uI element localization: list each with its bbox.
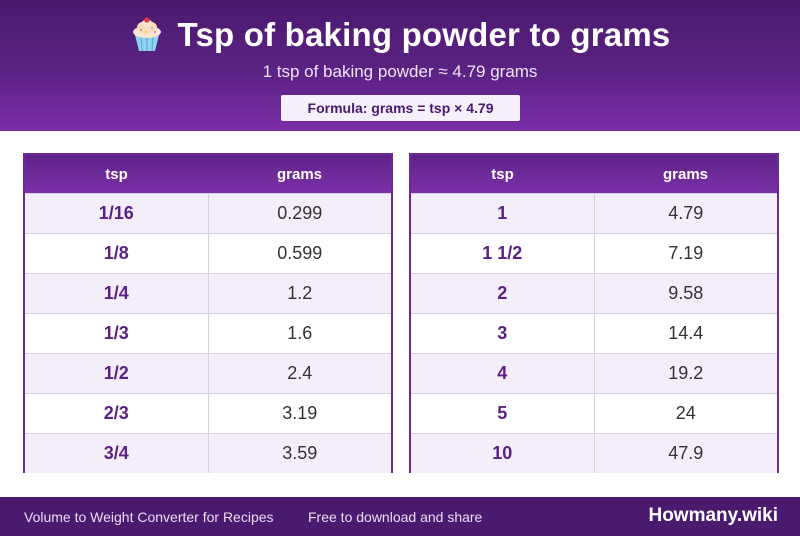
table-row: 2 9.58 [411,273,777,313]
grams-cell: 7.19 [668,243,704,263]
grams-cell: 0.599 [277,243,323,263]
table-row: 1/8 0.599 [25,233,391,273]
column-header-grams: grams [276,165,323,183]
grams-cell: 3.59 [282,443,318,463]
grams-cell: 14.4 [668,323,704,343]
tsp-cell: 2/3 [25,394,209,433]
tsp-cell: 1/2 [25,354,209,393]
tsp-cell: 1/4 [25,274,209,313]
footer-share-text: Free to download and share [308,509,483,525]
table-row: 1/4 1.2 [25,273,391,313]
tsp-cell: 5 [411,394,595,433]
table-header: tsp grams [25,155,391,193]
page-title: Tsp of baking powder to grams [177,16,671,53]
table-header: tsp grams [411,155,777,193]
tsp-cell: 1 [411,194,595,233]
table-row: 2/3 3.19 [25,393,391,433]
table-row: 1/16 0.299 [25,193,391,233]
table-row: 1/3 1.6 [25,313,391,353]
formula-badge: Formula: grams = tsp × 4.79 [281,95,520,121]
grams-cell: 4.79 [668,203,704,223]
grams-cell: 0.299 [277,203,323,223]
tsp-cell: 2 [411,274,595,313]
table-row: 3 14.4 [411,313,777,353]
footer-converter-text: Volume to Weight Converter for Recipes [24,509,274,525]
tsp-cell: 1/8 [25,234,209,273]
grams-cell: 1.2 [287,283,313,303]
column-header-grams: grams [662,165,709,183]
table-row: 1 1/2 7.19 [411,233,777,273]
table-row: 3/4 3.59 [25,433,391,473]
grams-cell: 2.4 [287,363,313,383]
tsp-cell: 1 1/2 [411,234,595,273]
tsp-cell: 3 [411,314,595,353]
conversion-table-left: tsp grams 1/16 0.299 1/8 0.599 1/4 1.2 1/3 1… [23,153,393,473]
table-row: 10 47.9 [411,433,777,473]
title-row: Tsp of baking powder to grams [0,14,800,56]
tsp-cell: 3/4 [25,434,209,473]
tsp-cell: 1/16 [25,194,209,233]
header-banner: Tsp of baking powder to grams 1 tsp of b… [0,0,800,131]
grams-cell: 47.9 [668,443,704,463]
table-row: 1 4.79 [411,193,777,233]
column-header-tsp: tsp [105,165,128,183]
table-row: 5 24 [411,393,777,433]
grams-cell: 19.2 [668,363,704,383]
footer-bar: Volume to Weight Converter for Recipes F… [0,497,800,536]
grams-cell: 3.19 [282,403,318,423]
table-row: 4 19.2 [411,353,777,393]
conversion-subtitle: 1 tsp of baking powder ≈ 4.79 grams [262,62,538,81]
table-row: 1/2 2.4 [25,353,391,393]
grams-cell: 24 [675,403,696,423]
tsp-cell: 1/3 [25,314,209,353]
grams-cell: 1.6 [287,323,313,343]
column-header-tsp: tsp [491,165,514,183]
grams-cell: 9.58 [668,283,704,303]
brand-logo-text[interactable]: Howmany.wiki [648,505,778,526]
tsp-cell: 4 [411,354,595,393]
cupcake-icon [130,17,164,53]
tsp-cell: 10 [411,434,595,473]
